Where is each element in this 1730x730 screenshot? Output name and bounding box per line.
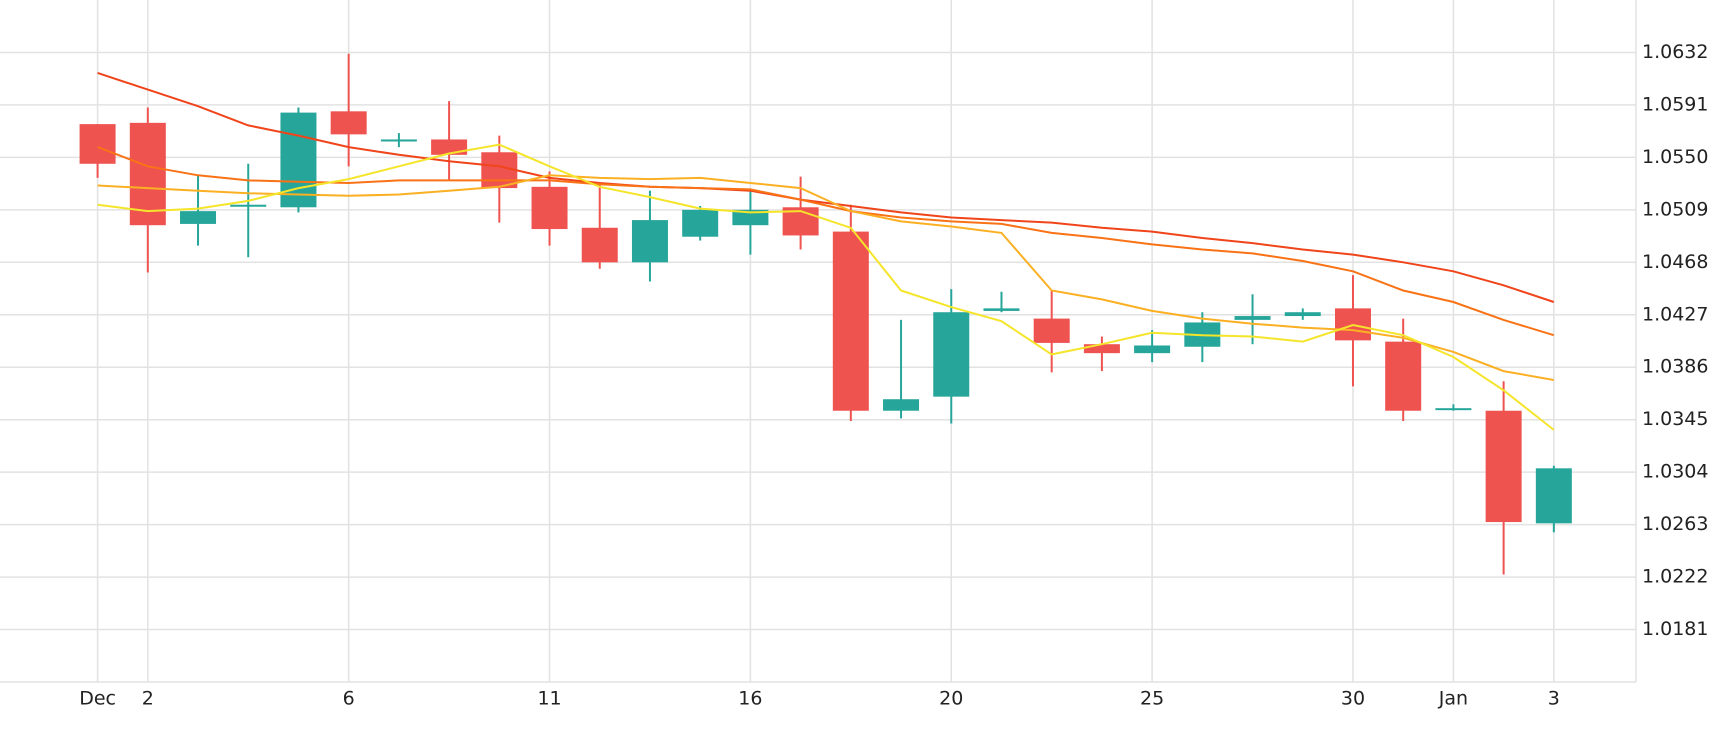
candle-body xyxy=(1134,345,1171,354)
moving-average-line xyxy=(97,71,1555,303)
candle-body xyxy=(129,122,166,226)
x-tick-label: 20 xyxy=(939,688,963,710)
moving-average-line xyxy=(97,146,1555,337)
candle-body xyxy=(531,186,568,230)
x-tick-label: Dec xyxy=(79,688,116,710)
y-tick-label: 1.0386 xyxy=(1642,356,1708,378)
y-tick-label: 1.0509 xyxy=(1642,198,1708,220)
x-tick-label: 16 xyxy=(738,688,762,710)
candle-body xyxy=(1284,312,1321,317)
candle-body xyxy=(280,112,317,208)
x-tick-label: 30 xyxy=(1341,688,1365,710)
candle-body xyxy=(883,399,920,411)
x-tick-label: 25 xyxy=(1140,688,1164,710)
candle-body xyxy=(1535,468,1572,524)
candle-body xyxy=(682,209,719,237)
x-tick-label: 6 xyxy=(343,688,355,710)
candle-body xyxy=(1435,408,1472,411)
candle-body xyxy=(631,220,668,263)
candle-body xyxy=(380,139,417,142)
y-tick-label: 1.0181 xyxy=(1642,618,1708,640)
candle-body xyxy=(1234,316,1271,320)
moving-average-line xyxy=(97,174,1554,381)
x-tick-label: 2 xyxy=(142,688,154,710)
y-tick-label: 1.0304 xyxy=(1642,461,1708,483)
y-tick-label: 1.0345 xyxy=(1642,408,1708,430)
y-tick-label: 1.0550 xyxy=(1642,146,1708,168)
x-tick-label: 11 xyxy=(537,688,561,710)
candle-body xyxy=(732,209,769,226)
candle-body xyxy=(230,204,267,207)
y-tick-label: 1.0222 xyxy=(1642,566,1708,588)
candle-body xyxy=(79,124,116,164)
candle-body xyxy=(1083,344,1120,354)
moving-average-line xyxy=(97,143,1555,431)
candle-body xyxy=(1485,410,1522,523)
y-tick-label: 1.0591 xyxy=(1642,93,1708,115)
y-tick-label: 1.0427 xyxy=(1642,303,1708,325)
x-tick-label: Jan xyxy=(1438,688,1468,710)
candle-body xyxy=(1033,318,1070,343)
candle-body xyxy=(180,211,217,224)
y-tick-label: 1.0468 xyxy=(1642,251,1708,273)
y-tick-label: 1.0263 xyxy=(1642,513,1708,535)
candle-body xyxy=(832,231,869,411)
candle-body xyxy=(1385,341,1422,411)
candle-body xyxy=(933,312,970,397)
candle-body xyxy=(983,308,1020,311)
candle-body xyxy=(481,152,518,189)
x-tick-label: 3 xyxy=(1548,688,1560,710)
candle-body xyxy=(330,111,367,135)
y-tick-label: 1.0632 xyxy=(1642,41,1708,63)
candle-body xyxy=(581,227,618,263)
